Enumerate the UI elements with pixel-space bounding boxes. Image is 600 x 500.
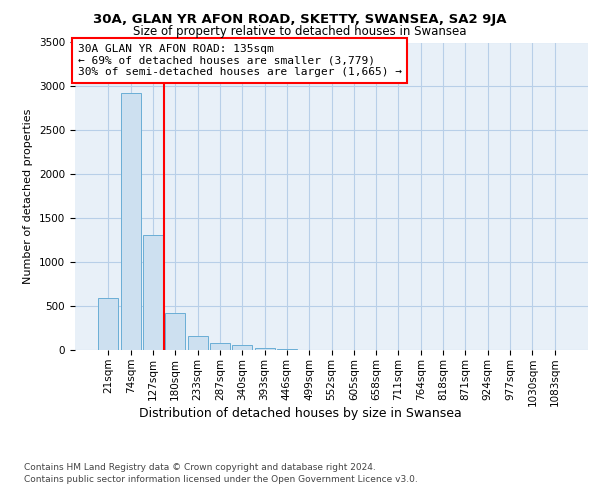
Bar xyxy=(121,92,141,350)
Bar xyxy=(188,336,208,350)
Text: Contains HM Land Registry data © Crown copyright and database right 2024.: Contains HM Land Registry data © Crown c… xyxy=(24,462,376,471)
Bar xyxy=(98,298,118,350)
Bar xyxy=(254,348,275,350)
Text: Size of property relative to detached houses in Swansea: Size of property relative to detached ho… xyxy=(133,25,467,38)
Text: 30A GLAN YR AFON ROAD: 135sqm
← 69% of detached houses are smaller (3,779)
30% o: 30A GLAN YR AFON ROAD: 135sqm ← 69% of d… xyxy=(77,44,401,77)
Bar xyxy=(143,235,163,350)
Bar xyxy=(210,343,230,350)
Y-axis label: Number of detached properties: Number of detached properties xyxy=(23,108,34,284)
Bar xyxy=(232,345,252,350)
Text: Distribution of detached houses by size in Swansea: Distribution of detached houses by size … xyxy=(139,408,461,420)
Text: 30A, GLAN YR AFON ROAD, SKETTY, SWANSEA, SA2 9JA: 30A, GLAN YR AFON ROAD, SKETTY, SWANSEA,… xyxy=(93,12,507,26)
Bar xyxy=(277,349,297,350)
Bar xyxy=(165,313,185,350)
Text: Contains public sector information licensed under the Open Government Licence v3: Contains public sector information licen… xyxy=(24,475,418,484)
